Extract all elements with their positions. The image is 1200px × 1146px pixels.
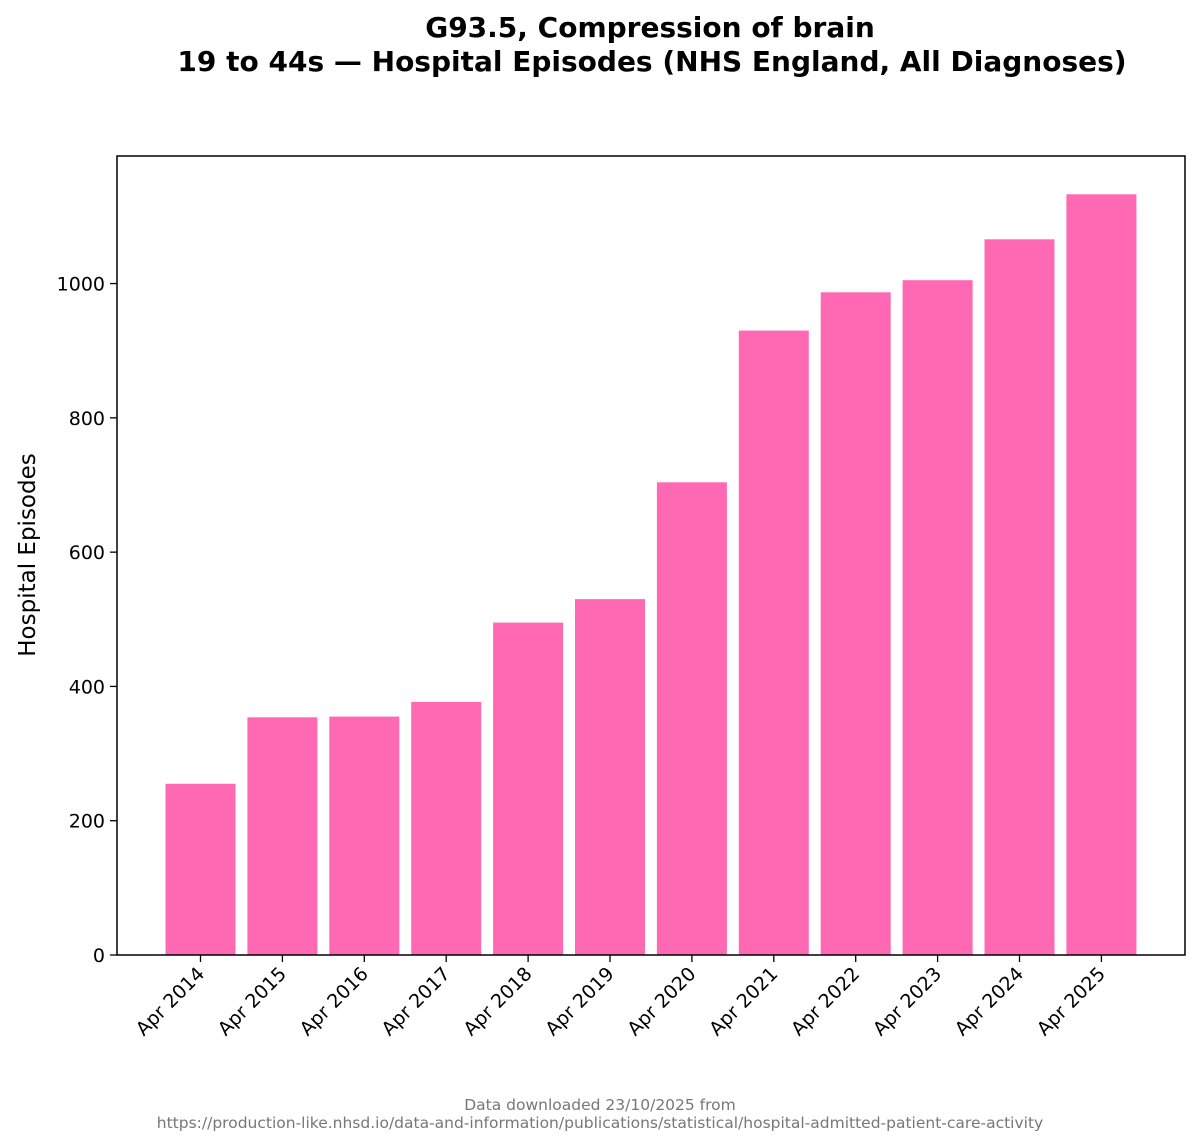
x-tick-label-5: Apr 2019	[541, 963, 618, 1040]
footer-source-line-1: Data downloaded 23/10/2025 from	[464, 1096, 736, 1114]
bar-6	[656, 482, 727, 955]
footer-source-url: https://production-like.nhsd.io/data-and…	[156, 1114, 1044, 1132]
y-axis: 0 200 400 600 800 1000	[57, 274, 117, 967]
x-tick-label-8: Apr 2022	[787, 963, 864, 1040]
x-tick-label-7: Apr 2021	[705, 963, 782, 1040]
y-tick-label-4: 800	[69, 408, 105, 430]
bar-1	[247, 717, 318, 955]
y-tick-label-1: 200	[69, 811, 105, 833]
x-tick-label-6: Apr 2020	[623, 963, 700, 1040]
x-axis: Apr 2014 Apr 2015 Apr 2016 Apr 2017 Apr 2018…	[132, 955, 1110, 1040]
bar-3	[411, 701, 482, 955]
bar-7	[738, 330, 809, 956]
chart-title-line-1: G93.5, Compression of brain	[425, 11, 875, 44]
bars-group	[165, 194, 1137, 956]
y-tick-label-0: 0	[93, 945, 105, 967]
x-tick-label-11: Apr 2025	[1033, 963, 1110, 1040]
bar-5	[575, 599, 645, 955]
y-tick-label-5: 1000	[57, 274, 105, 296]
x-tick-label-4: Apr 2018	[459, 963, 536, 1040]
bar-11	[1066, 194, 1137, 956]
bar-10	[984, 239, 1055, 956]
x-tick-label-0: Apr 2014	[132, 963, 209, 1040]
y-axis-label: Hospital Episodes	[15, 453, 41, 656]
x-tick-label-2: Apr 2016	[296, 963, 373, 1040]
x-tick-label-3: Apr 2017	[377, 963, 454, 1040]
chart-title-line-2: 19 to 44s — Hospital Episodes (NHS Engla…	[177, 45, 1126, 78]
x-tick-label-9: Apr 2023	[869, 963, 946, 1040]
x-tick-label-1: Apr 2015	[214, 963, 291, 1040]
y-tick-label-3: 600	[69, 542, 105, 564]
bar-9	[902, 280, 973, 955]
plot-frame	[116, 155, 1186, 956]
bar-8	[820, 292, 891, 955]
x-tick-label-10: Apr 2024	[951, 963, 1028, 1040]
bar-4	[493, 622, 564, 955]
y-tick-label-2: 400	[69, 676, 105, 698]
bar-2	[329, 716, 400, 955]
bar-0	[165, 783, 236, 955]
